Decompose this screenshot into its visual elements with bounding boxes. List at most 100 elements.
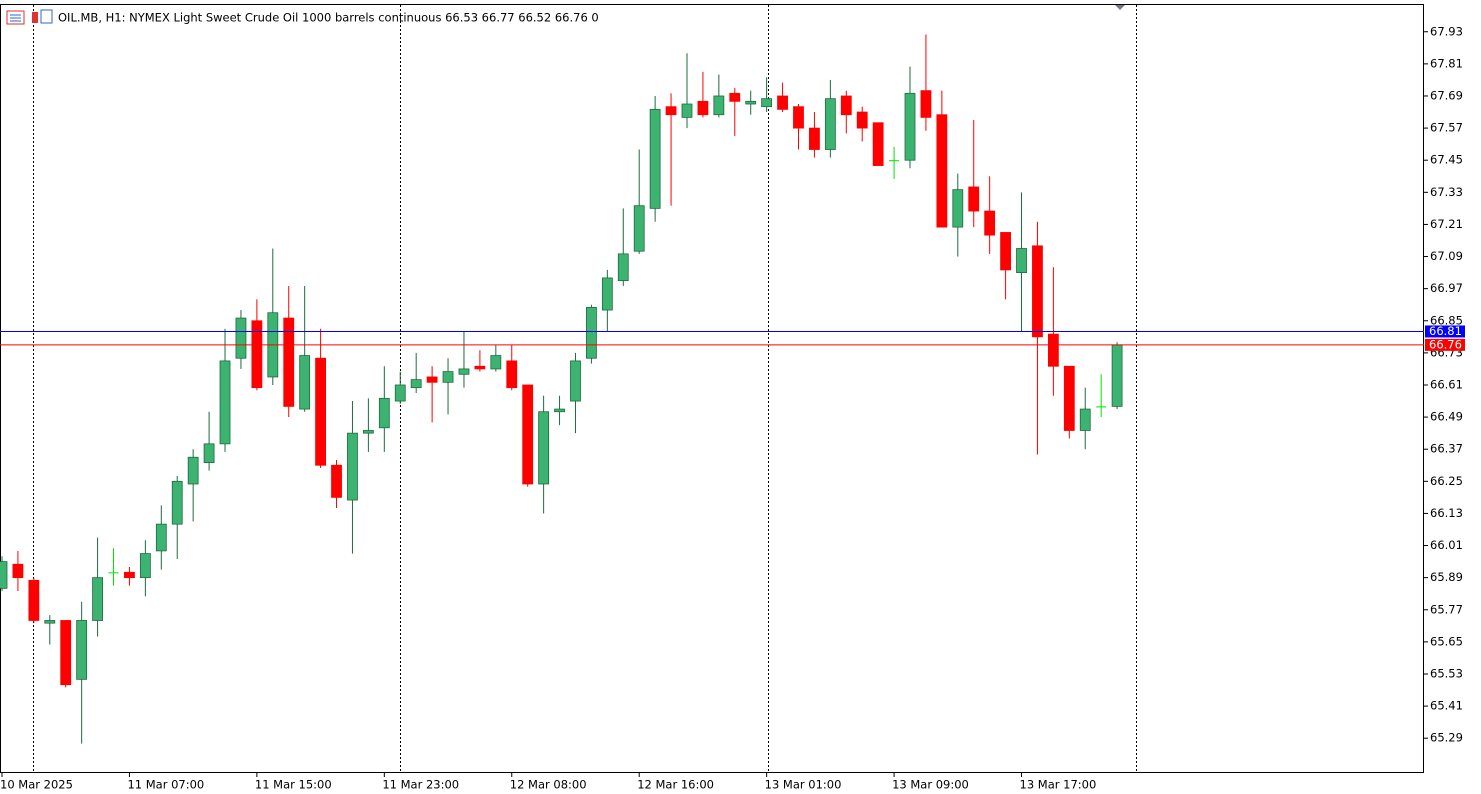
candle-body <box>28 579 40 621</box>
candle-body <box>235 317 247 359</box>
x-tick-label: 11 Mar 07:00 <box>127 778 204 792</box>
y-tick-label: 67.09 <box>1430 249 1463 263</box>
candle-body <box>44 620 56 624</box>
y-tick-label: 67.81 <box>1430 56 1463 70</box>
y-tick-label: 65.89 <box>1430 570 1463 584</box>
candle-body <box>856 111 868 129</box>
candle-body <box>60 620 72 686</box>
y-tick-label: 65.65 <box>1430 634 1463 648</box>
marker <box>1115 5 1125 10</box>
candle-body <box>793 106 804 129</box>
candle-body <box>506 360 518 389</box>
icon <box>32 12 38 23</box>
candle-body <box>378 397 390 429</box>
candle-body <box>554 408 565 413</box>
candle-body <box>1000 232 1011 271</box>
candle-body <box>649 108 661 209</box>
candle-body <box>12 563 24 579</box>
y-tick-label: 67.21 <box>1430 217 1463 231</box>
candle-body <box>139 553 151 579</box>
chart-title: OIL.MB, H1: NYMEX Light Sweet Crude Oil … <box>58 11 599 25</box>
y-tick-label: 65.53 <box>1430 666 1463 680</box>
candle-body <box>1063 365 1075 431</box>
x-tick-label: 11 Mar 23:00 <box>382 778 459 792</box>
y-tick-label: 66.61 <box>1430 377 1463 391</box>
candle-body <box>410 379 422 389</box>
candle-body <box>458 368 470 375</box>
candle-body <box>251 320 263 389</box>
candle-body <box>1096 406 1107 408</box>
candle-body <box>984 210 996 236</box>
candle-body <box>155 523 167 552</box>
y-tick-label: 66.85 <box>1430 313 1463 327</box>
candle-body <box>1032 245 1043 338</box>
candle-body <box>203 443 215 463</box>
candle-body <box>171 480 183 525</box>
price-label-bg <box>1425 338 1465 351</box>
candle-body <box>904 92 916 161</box>
candle-body <box>872 122 884 166</box>
candle-body <box>729 92 741 102</box>
candle-body <box>283 317 295 407</box>
candle-body <box>1047 333 1059 367</box>
y-tick-label: 67.33 <box>1430 185 1463 199</box>
candle-body <box>952 189 964 228</box>
price-label-bg <box>1425 325 1465 338</box>
candle-body <box>426 376 438 383</box>
candle-body <box>362 430 374 434</box>
candle-body <box>1111 344 1123 407</box>
candle-body <box>331 464 342 498</box>
candle-body <box>315 357 327 466</box>
plot-frame <box>0 4 1424 773</box>
candle-body <box>840 95 852 116</box>
candle-body <box>92 577 103 621</box>
candle-body <box>570 360 581 402</box>
y-tick-label: 66.25 <box>1430 474 1463 488</box>
y-tick-label: 65.29 <box>1430 731 1463 745</box>
price-label: 66.76 <box>1429 337 1462 351</box>
icon <box>40 9 53 24</box>
candle-body <box>0 561 8 589</box>
candle-body <box>697 100 709 116</box>
candle-body <box>124 571 135 579</box>
candle-body <box>920 90 932 118</box>
candle-body <box>76 620 88 680</box>
candle-body <box>936 114 948 228</box>
candle-body <box>586 306 597 359</box>
candle-body <box>761 98 773 108</box>
y-tick-label: 66.37 <box>1430 442 1463 456</box>
candle-body <box>633 205 645 252</box>
candle-body <box>490 355 502 370</box>
x-tick-label: 13 Mar 17:00 <box>1020 778 1097 792</box>
y-tick-label: 67.93 <box>1430 24 1463 38</box>
y-tick-label: 66.13 <box>1430 506 1463 520</box>
candle-body <box>187 456 199 485</box>
candle-body <box>889 160 900 162</box>
y-tick-label: 67.57 <box>1430 121 1463 135</box>
x-tick-label: 12 Mar 08:00 <box>510 778 587 792</box>
y-tick-label: 65.77 <box>1430 602 1463 616</box>
candle-body <box>745 100 757 105</box>
y-tick-label: 67.45 <box>1430 153 1463 167</box>
candle-body <box>1079 408 1091 431</box>
candle-body <box>219 360 231 445</box>
candle-body <box>442 371 454 383</box>
candle-body <box>777 95 788 110</box>
x-tick-label: 13 Mar 01:00 <box>765 778 842 792</box>
candle-body <box>522 384 534 485</box>
y-tick-label: 66.01 <box>1430 538 1463 552</box>
candle-body <box>394 384 406 402</box>
candle-body <box>538 411 550 485</box>
candle-body <box>299 355 311 410</box>
candle-body <box>713 95 725 116</box>
y-tick-label: 66.97 <box>1430 281 1463 295</box>
candle-body <box>809 127 820 150</box>
price-label: 66.81 <box>1429 324 1462 338</box>
x-tick-label: 12 Mar 16:00 <box>637 778 714 792</box>
candle-body <box>968 186 980 212</box>
candle-body <box>474 365 486 370</box>
candle-body <box>681 103 693 118</box>
candle-body <box>601 277 613 311</box>
